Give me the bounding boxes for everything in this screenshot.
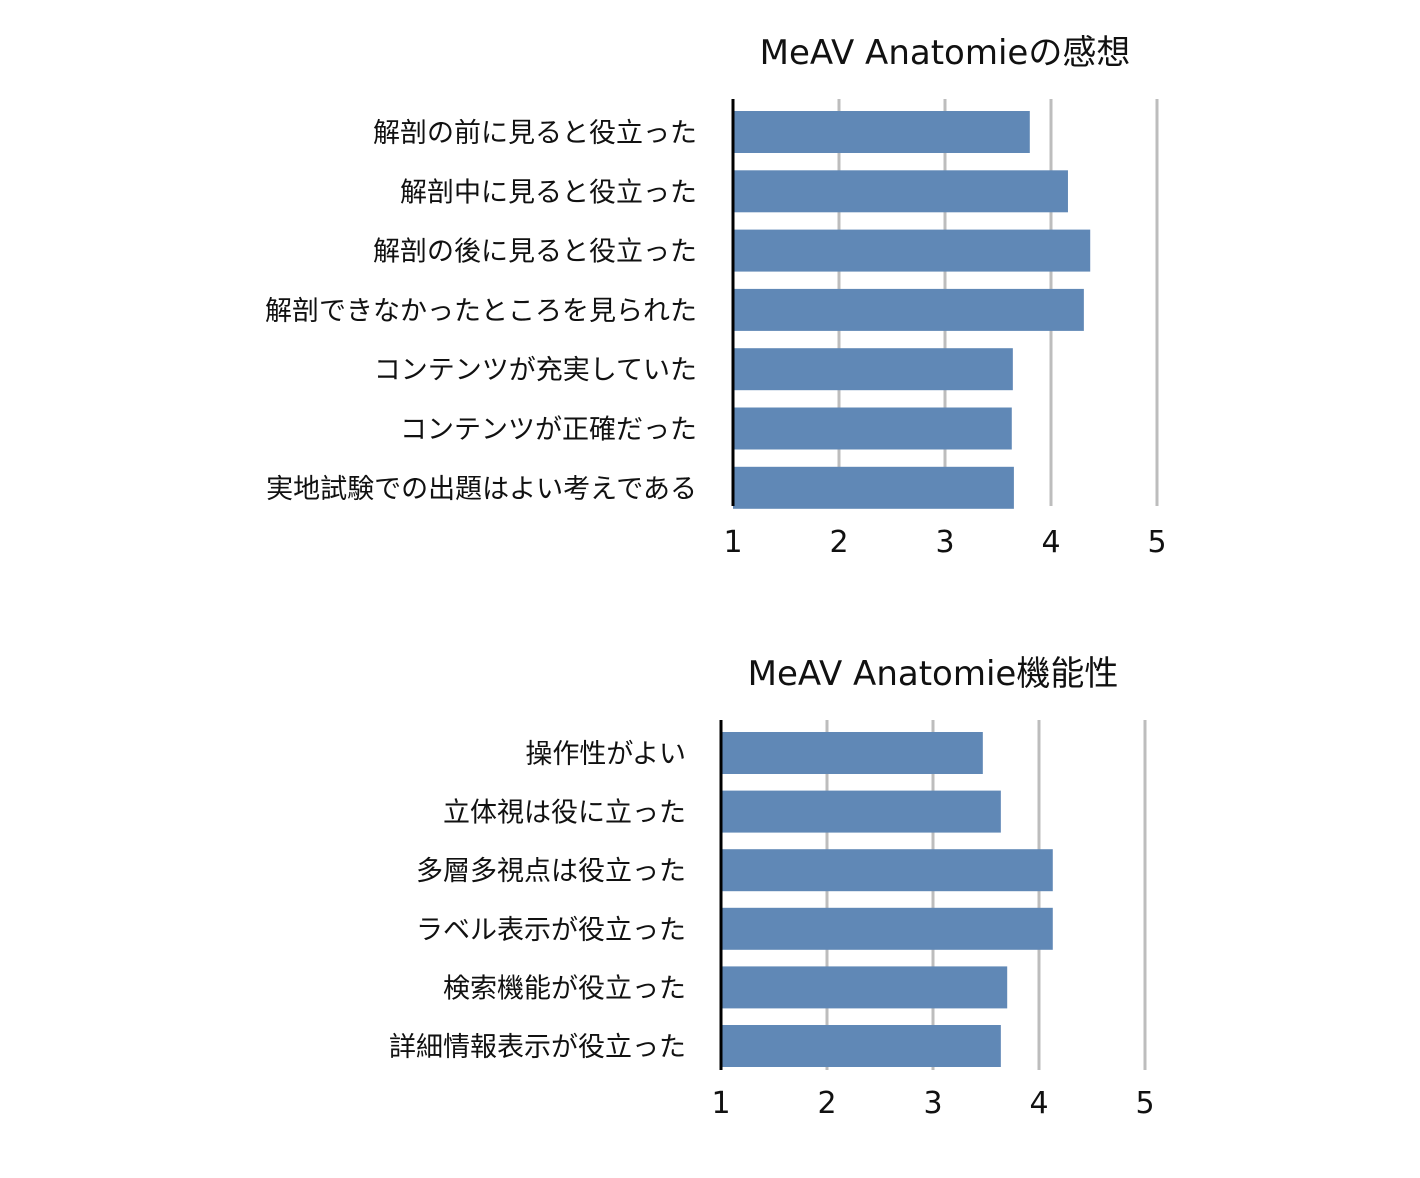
category-label: 解剖の後に見ると役立った [373,237,697,268]
category-label: 解剖中に見ると役立った [400,177,697,208]
category-label: ラベル表示が役立った [416,915,686,946]
tick-label: 1 [711,1086,730,1121]
bar [721,907,1053,950]
bar [733,229,1091,272]
category-label: 解剖の前に見ると役立った [373,118,697,149]
bar [733,111,1030,153]
tick-label: 4 [1029,1086,1048,1121]
bar [733,466,1014,509]
category-label: コンテンツが充実していた [374,355,697,386]
bar [721,849,1053,892]
category-label: 検索機能が役立った [443,973,686,1004]
tick-label: 2 [817,1086,836,1121]
tick-label: 3 [923,1086,942,1121]
bar [721,732,983,774]
bar [733,170,1068,213]
tick-label: 5 [1135,1086,1154,1121]
bar [733,348,1013,391]
tick-label: 1 [723,525,742,560]
tick-label: 4 [1041,525,1060,560]
category-label: 操作性がよい [525,739,686,770]
category-label: 多層多視点は役立った [416,856,686,887]
chart-title: MeAV Anatomie機能性 [748,654,1119,694]
bar [721,1025,1001,1067]
bar [721,790,1001,833]
tick-label: 5 [1147,525,1166,560]
tick-label: 3 [935,525,954,560]
chart-title: MeAV Anatomieの感想 [760,33,1131,73]
category-label: 立体視は役に立った [443,798,686,829]
bar [733,288,1084,331]
bar [721,966,1008,1009]
category-label: 詳細情報表示が役立った [389,1032,686,1063]
category-label: 解剖できなかったところを見られた [265,296,697,327]
bar [733,407,1012,450]
category-label: コンテンツが正確だった [400,415,697,446]
tick-label: 2 [829,525,848,560]
category-label: 実地試験での出題はよい考えである [266,474,697,505]
